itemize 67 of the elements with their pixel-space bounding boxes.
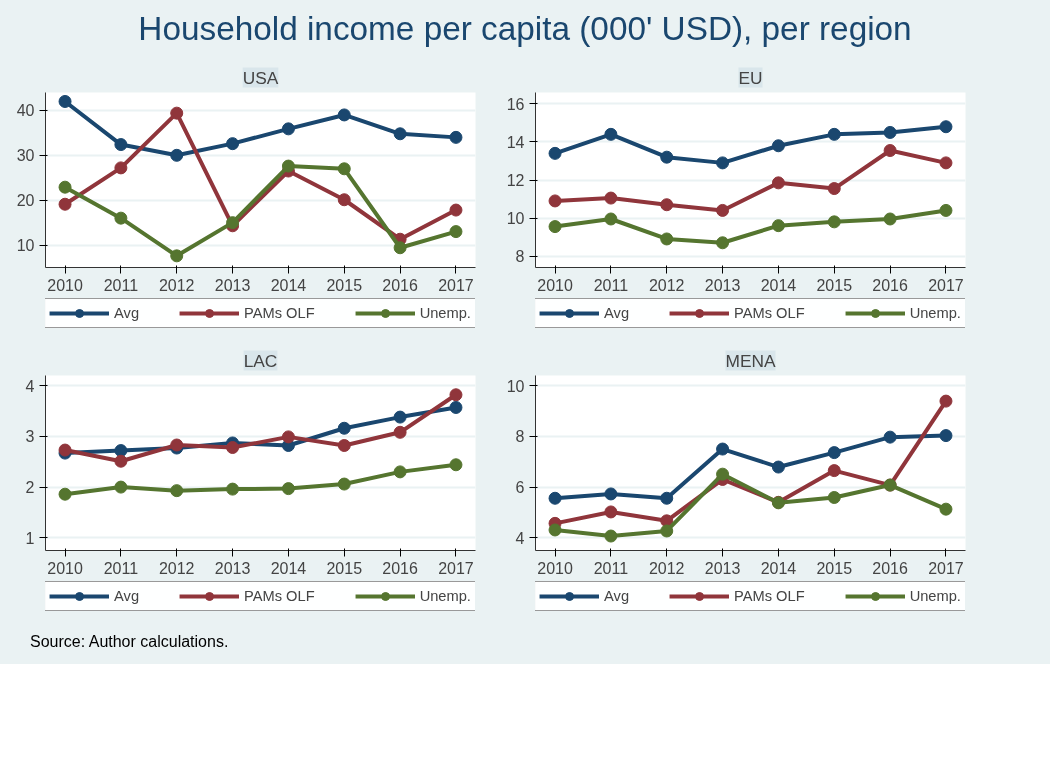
x-tick-label: 2010 (47, 559, 83, 577)
x-tick-label: 2011 (593, 276, 629, 294)
x-tick-label: 2016 (872, 276, 909, 294)
x-tick-label: 2017 (438, 559, 474, 577)
x-tick-label: 2012 (158, 276, 195, 294)
legend-label: PAMs OLF (244, 305, 315, 321)
x-tick-label: 2014 (760, 276, 797, 294)
y-tick-label: 20 (16, 192, 35, 210)
x-tick-label: 2010 (537, 276, 573, 294)
y-tick-label: 2 (25, 479, 35, 497)
y-tick-label: 10 (506, 210, 525, 228)
x-tick-label: 2012 (648, 559, 685, 577)
y-tick-label: 16 (506, 95, 525, 113)
y-tick-label: 1 (25, 529, 35, 547)
y-tick-label: 10 (506, 377, 525, 395)
x-tick-label: 2014 (270, 559, 307, 577)
y-tick-label: 14 (506, 133, 525, 151)
y-tick-label: 30 (16, 147, 35, 165)
chart-title: EU (738, 67, 763, 88)
x-tick-label: 2016 (382, 276, 419, 294)
legend-label: Unemp. (909, 305, 961, 321)
chart-title: MENA (725, 350, 776, 371)
x-tick-label: 2011 (103, 276, 139, 294)
x-tick-label: 2014 (760, 559, 797, 577)
x-tick-label: 2013 (214, 559, 251, 577)
y-tick-label: 4 (25, 377, 35, 395)
legend-label: Avg (604, 305, 630, 321)
y-tick-label: 3 (25, 428, 35, 446)
y-tick-label: 12 (506, 172, 525, 189)
text: Household income per capita (000' USD), per region (5, 5, 1045, 53)
x-tick-label: 2013 (704, 276, 741, 294)
x-tick-label: 2012 (648, 276, 685, 294)
x-tick-label: 2017 (928, 276, 964, 294)
legend-label: PAMs OLF (734, 588, 805, 604)
chart-title: USA (242, 67, 279, 88)
legend-label: Avg (114, 588, 140, 604)
y-tick-label: 40 (16, 102, 35, 120)
legend-label: Unemp. (909, 588, 961, 604)
x-tick-label: 2012 (158, 559, 195, 577)
x-tick-label: 2017 (438, 276, 474, 294)
x-tick-label: 2015 (816, 276, 853, 294)
y-tick-label: 8 (515, 428, 525, 446)
legend-label: Avg (604, 588, 630, 604)
legend-label: Avg (114, 305, 140, 321)
y-tick-label: 10 (16, 237, 35, 255)
chart-title: LAC (243, 350, 278, 371)
legend-label: Unemp. (419, 305, 471, 321)
x-tick-label: 2016 (382, 559, 419, 577)
x-tick-label: 2011 (593, 559, 629, 577)
source-note: Source: Author calculations. (30, 632, 229, 652)
x-tick-label: 2013 (704, 559, 741, 577)
y-tick-label: 6 (515, 479, 525, 497)
x-tick-label: 2010 (47, 276, 83, 294)
x-tick-label: 2010 (537, 559, 573, 577)
x-tick-label: 2017 (928, 559, 964, 577)
y-tick-label: 8 (515, 248, 525, 266)
x-tick-label: 2011 (103, 559, 139, 577)
x-tick-label: 2015 (326, 276, 363, 294)
x-tick-label: 2014 (270, 276, 307, 294)
legend-label: PAMs OLF (244, 588, 315, 604)
y-tick-label: 4 (515, 529, 525, 547)
x-tick-label: 2015 (326, 559, 363, 577)
legend-label: Unemp. (419, 588, 471, 604)
x-tick-label: 2016 (872, 559, 909, 577)
legend-label: PAMs OLF (734, 305, 805, 321)
x-tick-label: 2015 (816, 559, 853, 577)
x-tick-label: 2013 (214, 276, 251, 294)
